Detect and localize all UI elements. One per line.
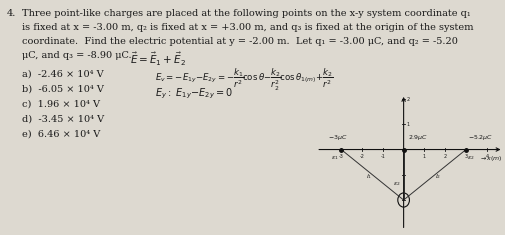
Text: c)  1.96 × 10⁴ V: c) 1.96 × 10⁴ V xyxy=(22,100,100,109)
Text: Three point-like charges are placed at the following points on the x-y system co: Three point-like charges are placed at t… xyxy=(22,9,470,18)
Text: 3: 3 xyxy=(464,154,467,159)
Text: -3: -3 xyxy=(338,154,343,159)
Text: $-3\mu C$: $-3\mu C$ xyxy=(328,133,347,142)
Text: 2: 2 xyxy=(443,154,446,159)
Text: $\rightarrow x(m)$: $\rightarrow x(m)$ xyxy=(478,154,501,163)
Text: e)  6.46 × 10⁴ V: e) 6.46 × 10⁴ V xyxy=(22,130,100,139)
Text: d)  -3.45 × 10⁴ V: d) -3.45 × 10⁴ V xyxy=(22,115,104,124)
Text: 2: 2 xyxy=(406,97,409,102)
Text: -1: -1 xyxy=(380,154,384,159)
Text: coordinate.  Find the electric potential at y = -2.00 m.  Let q₁ = -3.00 μC, and: coordinate. Find the electric potential … xyxy=(22,37,457,46)
Text: a)  -2.46 × 10⁴ V: a) -2.46 × 10⁴ V xyxy=(22,70,104,79)
Text: $\varepsilon_2$: $\varepsilon_2$ xyxy=(466,154,474,162)
Text: $l_1$: $l_1$ xyxy=(366,172,372,181)
Text: $\varepsilon_1$: $\varepsilon_1$ xyxy=(330,154,338,162)
Text: 4: 4 xyxy=(484,154,487,159)
Text: is fixed at x = -3.00 m, q₂ is fixed at x = +3.00 m, and q₃ is fixed at the orig: is fixed at x = -3.00 m, q₂ is fixed at … xyxy=(22,23,473,32)
Text: $E_y{:}\ E_{1y}{-}E_{2y}{=}0$: $E_y{:}\ E_{1y}{-}E_{2y}{=}0$ xyxy=(155,87,233,101)
Text: $\varepsilon_2$: $\varepsilon_2$ xyxy=(392,180,400,188)
Text: -2: -2 xyxy=(359,154,364,159)
Text: b)  -6.05 × 10⁴ V: b) -6.05 × 10⁴ V xyxy=(22,85,104,94)
Text: 4.: 4. xyxy=(7,9,16,18)
Text: 1: 1 xyxy=(406,122,409,127)
Text: $-5.2\mu C$: $-5.2\mu C$ xyxy=(467,133,492,142)
Text: $E_v{=}{-}E_{1y}{-}E_{2y}{=}{-}\dfrac{k_1}{r^2}\!\cos\theta{-}\dfrac{k_2}{r_2^2}: $E_v{=}{-}E_{1y}{-}E_{2y}{=}{-}\dfrac{k_… xyxy=(155,67,333,93)
Text: $2.9\mu C$: $2.9\mu C$ xyxy=(407,133,427,142)
Text: $l_2$: $l_2$ xyxy=(434,172,440,181)
Text: 1: 1 xyxy=(422,154,425,159)
Text: μC, and q₃ = -8.90 μC.: μC, and q₃ = -8.90 μC. xyxy=(22,51,131,60)
Text: $\vec{E} = \vec{E}_1 + \vec{E}_2$: $\vec{E} = \vec{E}_1 + \vec{E}_2$ xyxy=(130,51,186,68)
